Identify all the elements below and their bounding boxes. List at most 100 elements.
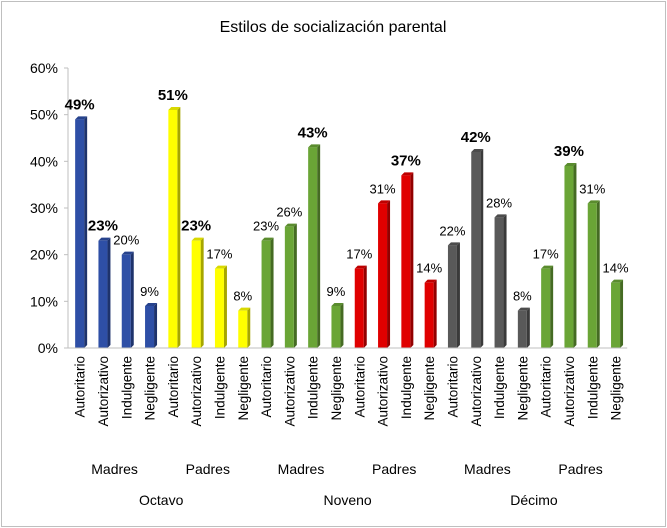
data-label: 26% (276, 205, 302, 220)
data-label: 8% (513, 289, 532, 304)
group-label: Padres (372, 461, 416, 477)
data-label: 37% (391, 152, 421, 169)
bar-top (354, 265, 367, 269)
y-tick-label: 0% (38, 340, 58, 356)
category-label: Negligente (609, 356, 624, 421)
bar (284, 226, 294, 348)
bar-side (596, 200, 600, 348)
bar (98, 240, 108, 348)
category-label: Autorizativo (96, 356, 111, 427)
bar (378, 203, 388, 348)
category-label: Indulgente (585, 356, 600, 419)
data-label: 9% (327, 284, 346, 299)
bar (611, 282, 621, 348)
y-tick-label: 30% (30, 200, 58, 216)
category-label: Indulgente (119, 356, 134, 419)
bar (541, 268, 551, 348)
bar (308, 147, 318, 348)
data-label: 42% (461, 129, 491, 146)
bar-side (270, 237, 274, 348)
data-label: 28% (486, 195, 512, 210)
bar (424, 282, 434, 348)
supergroup-label: Noveno (323, 492, 371, 508)
bar-side (177, 107, 181, 348)
bar (145, 306, 155, 348)
bar-top (75, 116, 88, 120)
x-axis: Autoritario Autorizativo Indulgente Neglige… (68, 347, 628, 508)
bar-top (98, 237, 111, 241)
bar (354, 268, 364, 348)
category-label: Autorizativo (189, 356, 204, 427)
bar (331, 306, 341, 348)
category-label: Indulgente (492, 356, 507, 419)
data-label: 9% (140, 284, 159, 299)
bar-side (410, 172, 414, 348)
category-label: Autoritario (352, 356, 367, 418)
data-label: 14% (416, 261, 442, 276)
category-label: Autoritario (445, 356, 460, 418)
bar (447, 245, 457, 348)
bar (238, 310, 248, 348)
supergroup-label: Octavo (139, 492, 184, 508)
group-label: Padres (186, 461, 230, 477)
bars: 49%23%20%9%51%23%17%8%23%26%43%9%17%31%3… (65, 87, 629, 348)
category-label: Indulgente (212, 356, 227, 419)
y-axis: 0% 10% 20% 30% 40% 50% 60% (30, 60, 69, 356)
bar-side (387, 200, 391, 348)
bar-top (401, 172, 414, 176)
bar (121, 254, 131, 348)
data-label: 23% (88, 218, 118, 235)
bar-side (550, 265, 554, 348)
category-label: Negligente (515, 356, 530, 421)
bar (75, 119, 85, 348)
bar-side (223, 265, 227, 348)
data-label: 39% (554, 143, 584, 160)
bar-top (308, 144, 321, 148)
chart-title: Estilos de socialización parental (220, 19, 447, 36)
bar-top (261, 237, 274, 241)
category-label: Autorizativo (282, 356, 297, 427)
bar-side (130, 251, 134, 348)
bar-side (526, 307, 530, 348)
bar-side (433, 279, 437, 348)
bar-side (503, 214, 507, 348)
bar-side (620, 279, 624, 348)
category-label: Indulgente (399, 356, 414, 419)
data-label: 49% (65, 96, 95, 113)
bar-side (573, 163, 577, 348)
bar-side (340, 303, 344, 348)
category-label: Autoritario (539, 356, 554, 418)
category-label: Autorizativo (469, 356, 484, 427)
data-label: 23% (181, 218, 211, 235)
bar-side (456, 242, 460, 348)
group-label: Padres (558, 461, 602, 477)
category-label: Negligente (143, 356, 158, 421)
bar-top (587, 200, 600, 204)
bar-top (191, 237, 204, 241)
category-label: Autoritario (73, 356, 88, 418)
y-tick-label: 50% (30, 107, 58, 123)
data-label: 31% (370, 181, 396, 196)
bar-side (247, 307, 251, 348)
data-label: 17% (206, 247, 232, 262)
bar-side (154, 303, 158, 348)
bar (494, 217, 504, 348)
category-label: Indulgente (306, 356, 321, 419)
bar (261, 240, 271, 348)
group-label: Madres (464, 461, 511, 477)
category-label: Negligente (236, 356, 251, 421)
bar-top (611, 279, 624, 283)
bar-side (363, 265, 367, 348)
group-label: Madres (278, 461, 325, 477)
bar (471, 152, 481, 348)
category-label: Autorizativo (562, 356, 577, 427)
bar-top (564, 163, 577, 166)
bar-top (447, 242, 460, 246)
y-tick-label: 10% (30, 293, 58, 309)
category-label: Negligente (329, 356, 344, 421)
data-label: 43% (298, 124, 328, 141)
y-tick-label: 20% (30, 247, 58, 263)
bar (168, 110, 178, 348)
bar (517, 310, 527, 348)
